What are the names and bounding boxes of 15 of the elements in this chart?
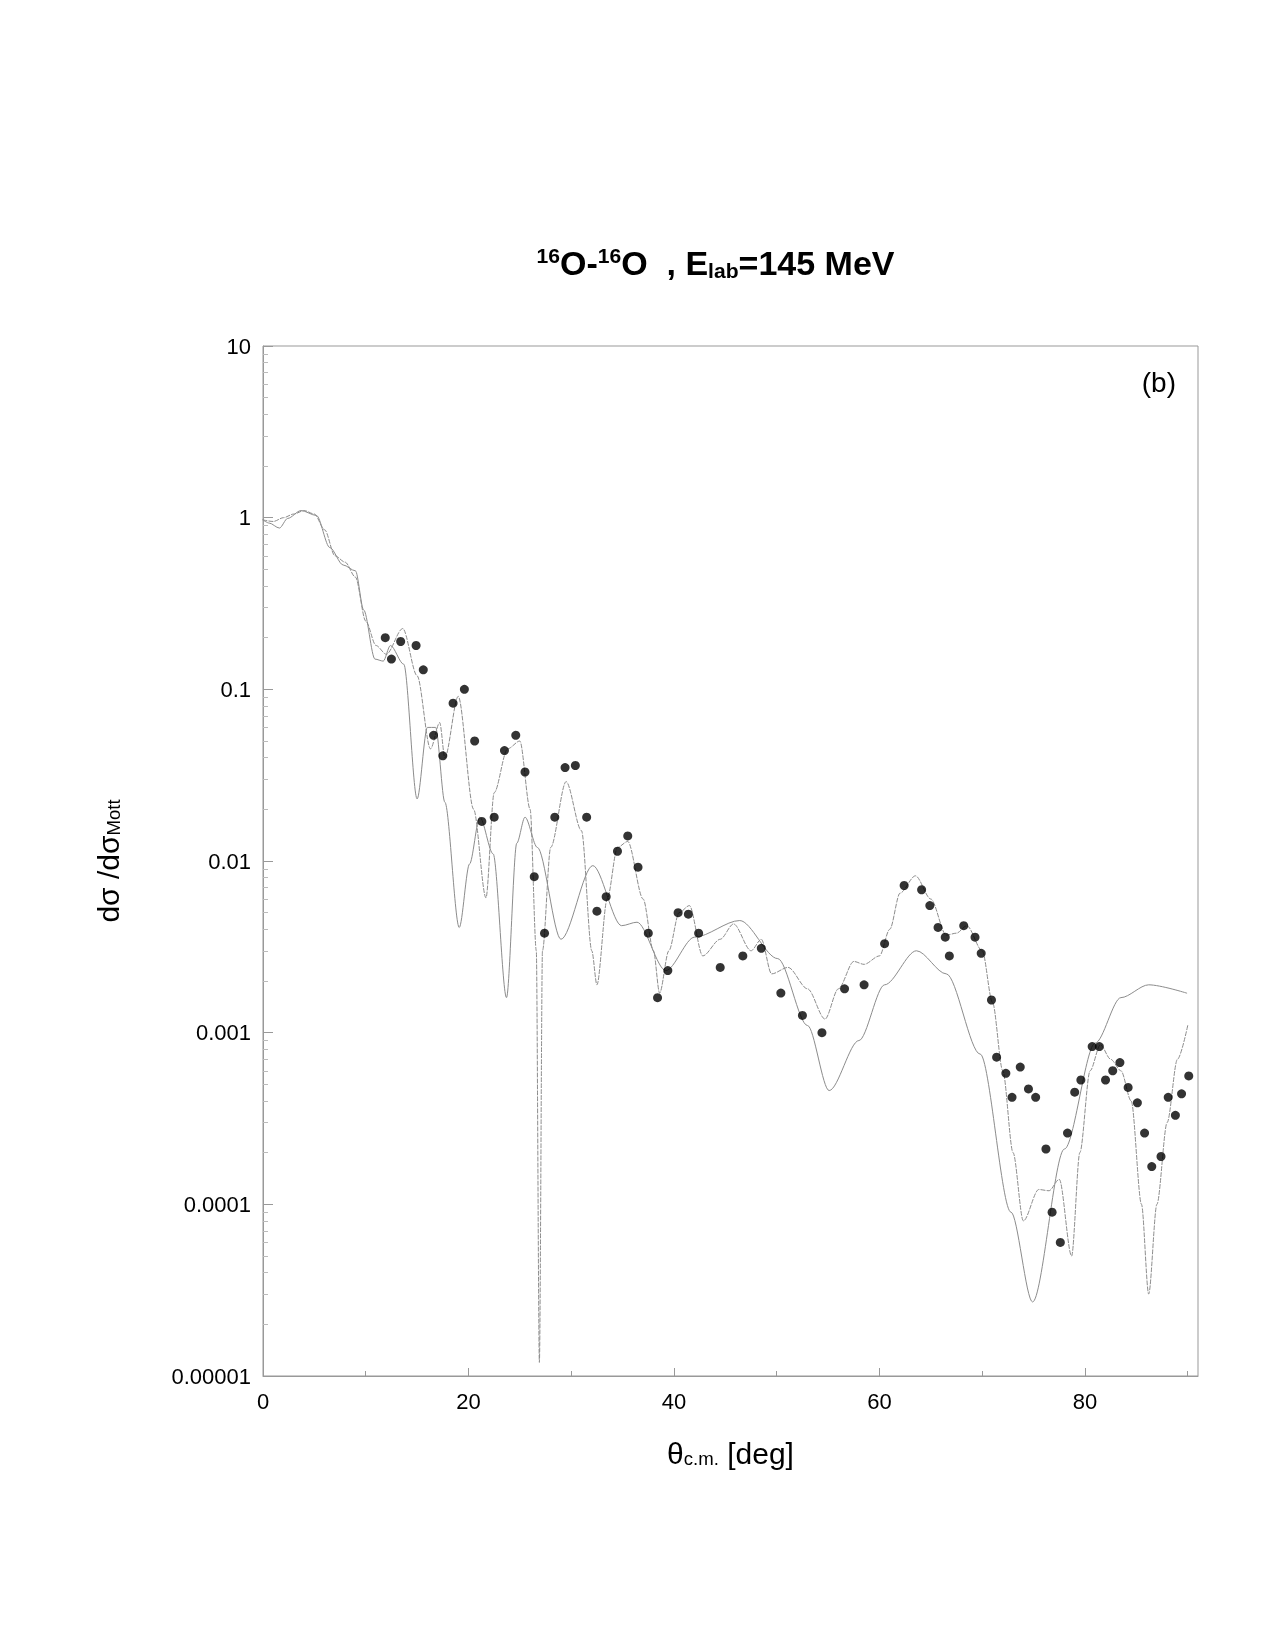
x-tick-label: 0	[256, 1388, 270, 1414]
x-tick-label: 80	[1072, 1388, 1098, 1414]
y-tick-label: 10	[226, 333, 251, 359]
y-axis-title: dσ /dσMott	[91, 798, 125, 923]
x-tick-label: 20	[456, 1388, 481, 1414]
y-tick-label: 0.00001	[171, 1363, 251, 1389]
y-tick-label: 0.001	[195, 1020, 251, 1046]
x-tick-label: 60	[867, 1388, 892, 1414]
x-tick-label: 40	[661, 1388, 687, 1414]
y-tick-label: 0.01	[208, 848, 251, 874]
y-tick-label: 1	[238, 505, 251, 531]
x-axis-title: θc.m. [deg]	[667, 1436, 794, 1470]
annotation: (b)	[1141, 366, 1177, 398]
y-tick-label: 0.1	[220, 676, 251, 702]
y-tick-label: 0.0001	[183, 1191, 251, 1217]
